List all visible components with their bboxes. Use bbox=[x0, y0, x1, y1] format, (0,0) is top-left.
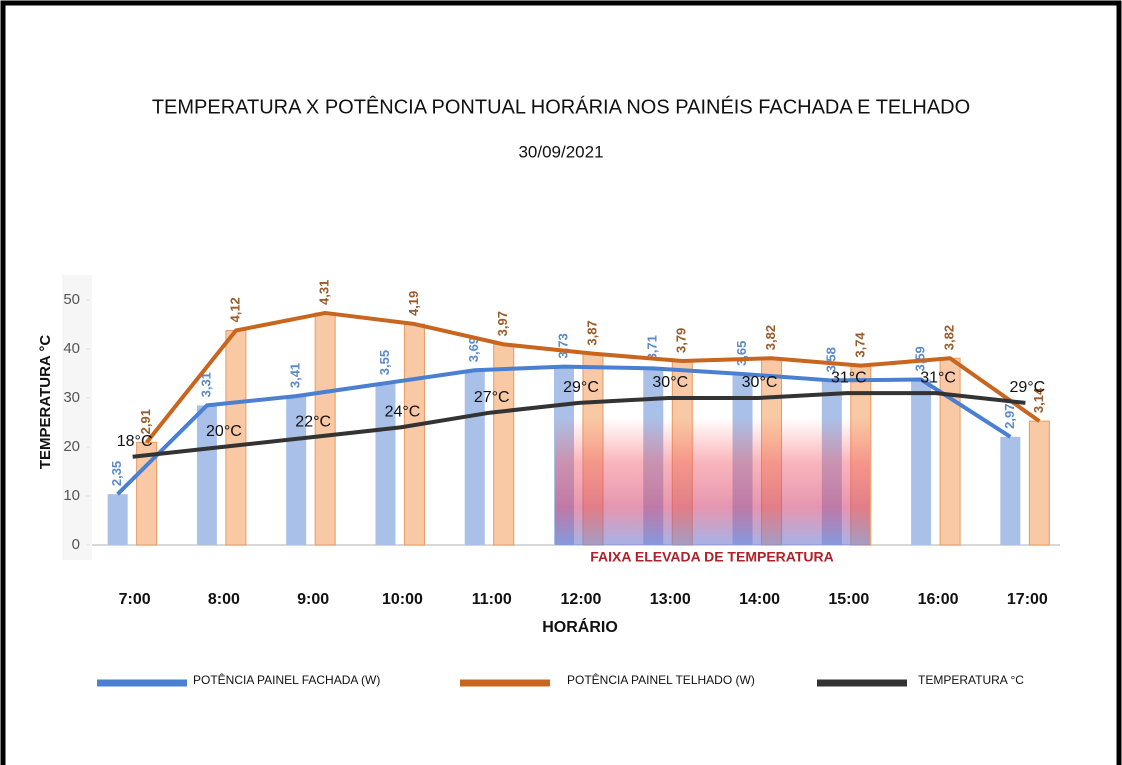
bar bbox=[375, 383, 396, 545]
data-label: 3,31 bbox=[198, 372, 213, 397]
y-tick-label: 10 bbox=[63, 487, 80, 504]
series-line bbox=[145, 310, 1041, 444]
y-tick-label: 0 bbox=[72, 536, 80, 553]
series-line bbox=[132, 391, 1026, 459]
y-axis-label: TEMPERATURA °C bbox=[37, 335, 54, 469]
legend-label: POTÊNCIA PAINEL FACHADA (W) bbox=[193, 672, 380, 687]
data-label: 2,97 bbox=[1002, 404, 1017, 429]
data-label: 4,31 bbox=[317, 280, 332, 305]
data-label: 3,41 bbox=[288, 363, 303, 388]
y-tick-label: 20 bbox=[63, 438, 80, 455]
bar bbox=[196, 405, 217, 545]
x-tick-label: 17:00 bbox=[1007, 591, 1048, 608]
data-label: 30°C bbox=[652, 374, 688, 391]
data-label: 20°C bbox=[206, 423, 242, 440]
data-label: 31°C bbox=[920, 369, 956, 386]
chart-title: TEMPERATURA X POTÊNCIA PONTUAL HORÁRIA N… bbox=[152, 95, 970, 118]
data-label: 27°C bbox=[474, 389, 510, 406]
x-tick-label: 10:00 bbox=[382, 591, 423, 608]
data-label: 31°C bbox=[831, 369, 867, 386]
data-label: 24°C bbox=[385, 404, 421, 421]
x-tick-label: 8:00 bbox=[208, 591, 240, 608]
data-label: 3,82 bbox=[942, 325, 957, 350]
bar bbox=[1028, 420, 1050, 546]
axis-band bbox=[62, 275, 92, 560]
bar bbox=[286, 396, 307, 545]
data-label: 3,58 bbox=[823, 347, 838, 372]
x-tick-label: 11:00 bbox=[472, 591, 512, 608]
data-label: 3,74 bbox=[852, 332, 867, 358]
data-label: 3,97 bbox=[495, 311, 510, 336]
data-label: 3,55 bbox=[377, 350, 392, 375]
data-label: 3,79 bbox=[674, 328, 689, 353]
y-tick-label: 50 bbox=[63, 291, 80, 308]
bar bbox=[107, 494, 128, 545]
x-tick-label: 16:00 bbox=[918, 591, 959, 608]
data-label: 3,14 bbox=[1031, 387, 1046, 413]
data-label: 18°C bbox=[117, 433, 153, 450]
legend-label: POTÊNCIA PAINEL TELHADO (W) bbox=[567, 672, 755, 687]
y-tick-label: 30 bbox=[63, 389, 80, 406]
data-label: 30°C bbox=[742, 374, 778, 391]
annotation: FAIXA ELEVADA DE TEMPERATURA bbox=[590, 549, 833, 565]
data-label: 22°C bbox=[295, 413, 331, 430]
bar bbox=[1000, 436, 1021, 545]
x-tick-label: 15:00 bbox=[828, 591, 869, 608]
data-label: 3,65 bbox=[734, 341, 749, 366]
series-line bbox=[116, 364, 1012, 496]
x-axis-label: HORÁRIO bbox=[542, 617, 618, 636]
data-label: 4,19 bbox=[406, 291, 421, 316]
data-label: 29°C bbox=[563, 379, 599, 396]
data-label: 3,73 bbox=[555, 333, 570, 358]
data-label: 4,12 bbox=[227, 297, 242, 322]
heat-band bbox=[555, 418, 870, 545]
chart-subtitle: 30/09/2021 bbox=[518, 142, 603, 161]
data-label: 29°C bbox=[1009, 379, 1045, 396]
x-tick-label: 7:00 bbox=[119, 591, 151, 608]
data-label: 2,91 bbox=[138, 409, 153, 434]
bar bbox=[403, 323, 425, 546]
x-tick-label: 13:00 bbox=[650, 591, 691, 608]
x-tick-label: 14:00 bbox=[739, 591, 780, 608]
data-label: 3,82 bbox=[763, 325, 778, 350]
bar bbox=[493, 343, 515, 546]
data-label: 3,69 bbox=[466, 337, 481, 362]
y-tick-label: 40 bbox=[63, 340, 80, 357]
data-label: 2,35 bbox=[109, 461, 124, 486]
bar bbox=[911, 379, 932, 545]
data-label: 3,71 bbox=[645, 335, 660, 360]
data-label: 3,87 bbox=[584, 320, 599, 345]
x-tick-label: 12:00 bbox=[561, 591, 602, 608]
x-tick-label: 9:00 bbox=[297, 591, 329, 608]
legend-label: TEMPERATURA °C bbox=[918, 673, 1024, 687]
